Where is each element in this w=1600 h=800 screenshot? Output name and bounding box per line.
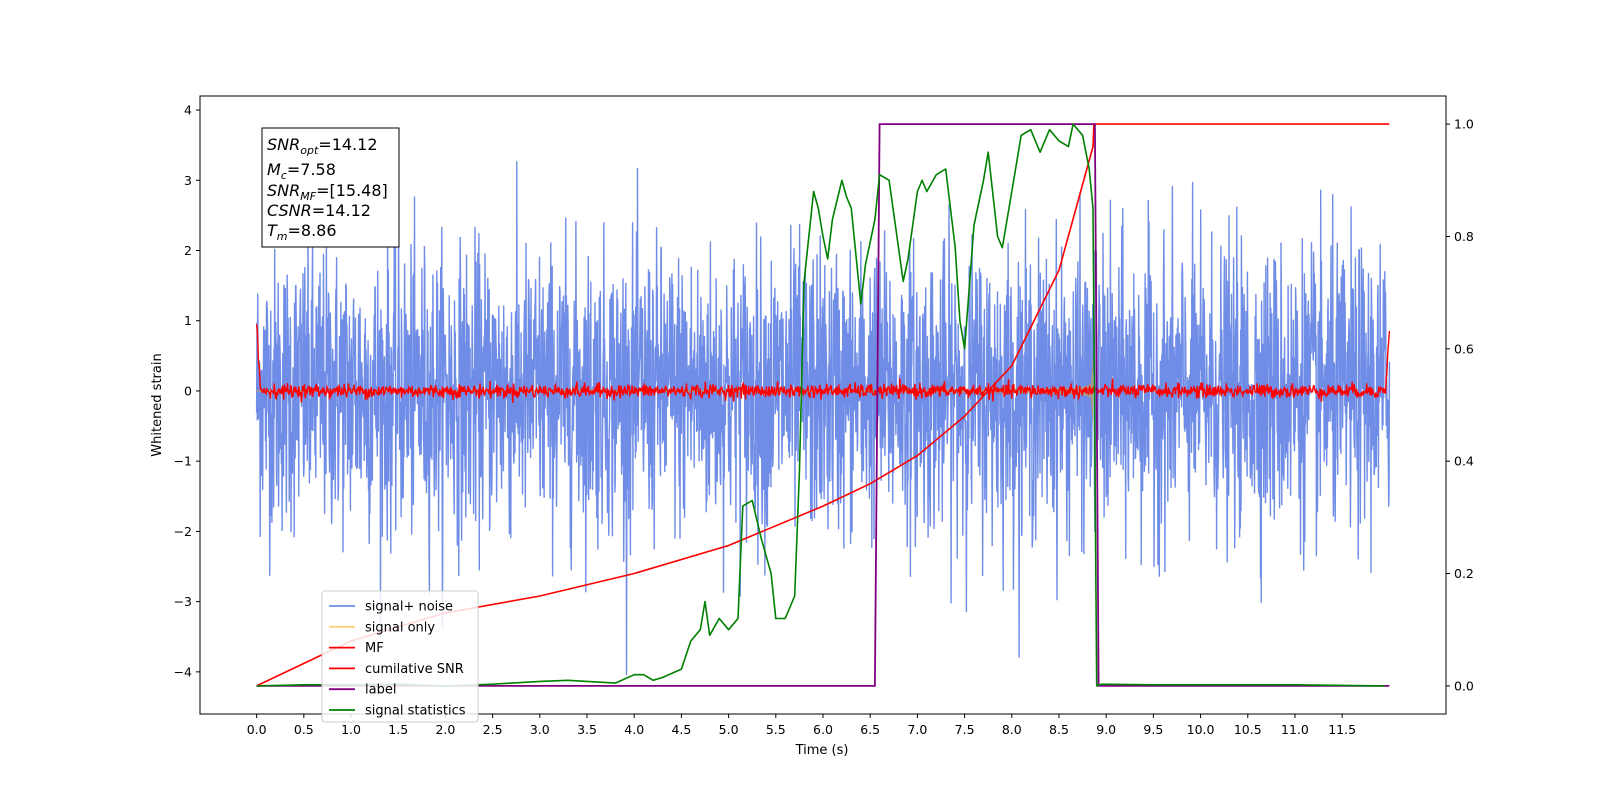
- x-tick-label: 3.5: [577, 722, 597, 737]
- y-tick-label: 4: [184, 103, 192, 118]
- signal-noise-series: [255, 161, 1391, 676]
- y-right-tick-label: 0.4: [1454, 454, 1474, 469]
- y-right-tick-label: 0.8: [1454, 229, 1474, 244]
- y-tick-label: −1: [174, 454, 192, 469]
- legend-label: cumilative SNR: [365, 662, 464, 677]
- x-tick-label: 9.5: [1143, 722, 1163, 737]
- y-tick-label: 2: [184, 243, 192, 258]
- legend-label: label: [365, 683, 396, 698]
- x-tick-label: 0.5: [294, 722, 314, 737]
- legend-label: signal+ noise: [365, 600, 453, 615]
- x-tick-label: 6.5: [860, 722, 880, 737]
- x-tick-label: 4.0: [624, 722, 644, 737]
- y-tick-label: 1: [184, 313, 192, 328]
- x-axis-label: Time (s): [795, 743, 849, 758]
- x-tick-label: 6.0: [813, 722, 833, 737]
- y-axis-left: 4 3 2 1 0 −1 −2 −3 −4: [174, 103, 200, 679]
- label-series: [256, 123, 1390, 687]
- x-tick-label: 2.5: [483, 722, 503, 737]
- y-right-tick-label: 1.0: [1454, 117, 1474, 132]
- legend-label: signal only: [365, 620, 435, 635]
- x-tick-label: 10.5: [1234, 722, 1262, 737]
- info-snr-mf: SNRMF=[15.48]: [267, 181, 388, 203]
- y-right-tick-label: 0.6: [1454, 341, 1474, 356]
- y-tick-label: 3: [184, 173, 192, 188]
- info-tm: Tm=8.86: [267, 221, 337, 243]
- info-snr-opt: SNRopt=14.12: [267, 135, 378, 157]
- x-tick-label: 5.5: [766, 722, 786, 737]
- x-tick-label: 2.0: [435, 722, 455, 737]
- info-mc: Mc=7.58: [267, 160, 336, 182]
- y-right-tick-label: 0.0: [1454, 678, 1474, 693]
- x-tick-label: 1.5: [388, 722, 408, 737]
- y-tick-label: −2: [174, 524, 192, 539]
- info-csnr: CSNR=14.12: [267, 201, 371, 220]
- y-tick-label: −4: [174, 664, 192, 679]
- signal-statistics-series: [256, 123, 1385, 687]
- x-tick-label: 4.5: [671, 722, 691, 737]
- y-axis-right: 1.0 0.8 0.6 0.4 0.2 0.0: [1446, 117, 1474, 693]
- x-tick-label: 9.0: [1096, 722, 1116, 737]
- y-right-tick-label: 0.2: [1454, 566, 1474, 581]
- mf-series: [255, 324, 1391, 403]
- x-tick-label: 11.5: [1328, 722, 1356, 737]
- y-axis-label: Whitened strain: [150, 353, 165, 456]
- x-tick-label: 8.5: [1049, 722, 1069, 737]
- info-box: SNRopt=14.12 Mc=7.58 SNRMF=[15.48] CSNR=…: [261, 127, 400, 248]
- y-tick-label: −3: [174, 594, 192, 609]
- y-tick-label: 0: [184, 383, 192, 398]
- x-tick-label: 7.5: [955, 722, 975, 737]
- x-tick-label: 5.0: [719, 722, 739, 737]
- x-tick-label: 3.0: [530, 722, 550, 737]
- legend-label: MF: [365, 641, 384, 656]
- x-axis: 0.0 0.5 1.0 1.5 2.0 2.5 3.0 3.5 4.0 4.5 5.0 5.5 6.0 6…: [247, 714, 1356, 737]
- x-tick-label: 1.0: [341, 722, 361, 737]
- legend-label: signal statistics: [365, 704, 466, 719]
- x-tick-label: 10.0: [1187, 722, 1215, 737]
- x-tick-label: 11.0: [1281, 722, 1309, 737]
- x-tick-label: 7.0: [907, 722, 927, 737]
- legend: signal+ noise signal only MF cumilative SNR…: [321, 590, 479, 723]
- x-tick-label: 0.0: [247, 722, 267, 737]
- x-tick-label: 8.0: [1002, 722, 1022, 737]
